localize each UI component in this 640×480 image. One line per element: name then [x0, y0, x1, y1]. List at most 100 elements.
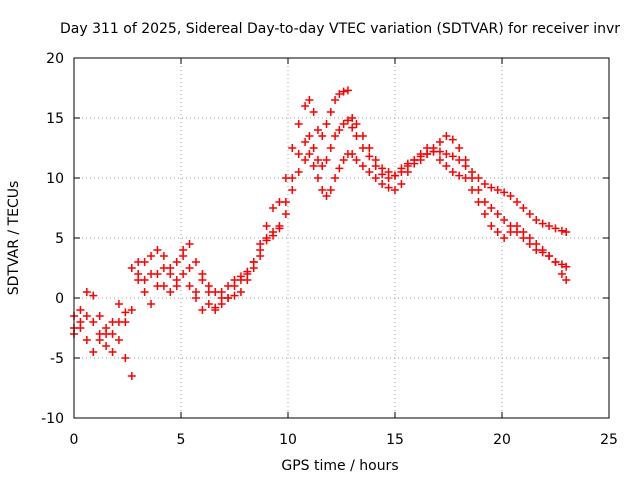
- data-point: [318, 186, 327, 194]
- data-point: [313, 174, 322, 182]
- data-point: [487, 183, 496, 192]
- data-point: [159, 252, 168, 260]
- data-point: [108, 330, 117, 338]
- data-point: [147, 300, 156, 308]
- data-point: [313, 126, 322, 134]
- data-point: [309, 144, 318, 152]
- data-markers: [70, 86, 571, 380]
- data-point: [185, 282, 194, 290]
- data-point: [211, 288, 220, 296]
- data-point: [397, 164, 406, 173]
- data-point: [493, 228, 502, 236]
- data-point: [301, 138, 310, 146]
- data-point: [224, 282, 233, 290]
- x-tick-labels: 0 5 10 15 20 25: [70, 432, 618, 448]
- data-point: [313, 156, 322, 164]
- data-point: [211, 303, 220, 312]
- data-point: [230, 276, 239, 284]
- data-point: [301, 102, 310, 110]
- data-point: [305, 150, 314, 158]
- data-point: [371, 162, 380, 170]
- y-tick-label: -5: [50, 351, 64, 367]
- data-point: [262, 222, 271, 230]
- x-tick-label: 5: [177, 432, 186, 448]
- y-tick-label: 20: [46, 51, 64, 67]
- data-point: [82, 312, 91, 320]
- data-point: [288, 186, 297, 194]
- data-point: [147, 270, 156, 278]
- data-point: [236, 288, 245, 296]
- data-point: [519, 204, 528, 212]
- data-point: [309, 162, 318, 170]
- data-point: [236, 272, 245, 281]
- data-point: [172, 258, 181, 266]
- data-point: [557, 260, 566, 269]
- data-point: [82, 288, 91, 296]
- data-point: [348, 114, 357, 122]
- data-point: [198, 270, 207, 278]
- data-point: [391, 186, 399, 194]
- data-point: [416, 150, 425, 158]
- data-point: [525, 210, 534, 218]
- y-tick-label: 15: [46, 111, 64, 127]
- data-point: [331, 174, 340, 182]
- data-point: [256, 246, 265, 254]
- data-point: [127, 306, 136, 314]
- data-point: [275, 224, 284, 233]
- data-point: [519, 228, 528, 236]
- data-point: [185, 240, 194, 248]
- data-point: [339, 87, 348, 96]
- data-point: [326, 108, 335, 116]
- data-point: [318, 162, 327, 170]
- data-point: [281, 210, 290, 218]
- data-point: [288, 174, 297, 182]
- data-point: [435, 156, 444, 164]
- data-point: [305, 132, 314, 140]
- data-point: [204, 300, 213, 308]
- data-point: [89, 318, 98, 326]
- data-point: [343, 116, 352, 125]
- data-point: [348, 123, 357, 132]
- data-point: [294, 168, 303, 176]
- data-point: [448, 135, 457, 144]
- data-point: [243, 267, 252, 276]
- data-point: [461, 174, 470, 182]
- data-point: [365, 168, 374, 176]
- data-point: [512, 198, 521, 206]
- data-point: [335, 90, 344, 98]
- data-point: [358, 144, 367, 152]
- data-point: [403, 168, 412, 176]
- data-point: [384, 174, 393, 182]
- data-point: [76, 306, 85, 314]
- data-point: [474, 198, 483, 206]
- data-point: [480, 210, 489, 218]
- data-point: [348, 150, 357, 158]
- data-point: [365, 152, 374, 161]
- data-point: [538, 246, 547, 254]
- data-point: [102, 324, 111, 332]
- data-point: [318, 132, 327, 140]
- y-tick-label: 0: [55, 291, 64, 307]
- data-point: [140, 258, 149, 266]
- data-point: [480, 180, 489, 188]
- data-point: [217, 294, 226, 302]
- axis-ticks: [73, 57, 610, 419]
- data-point: [455, 171, 464, 180]
- data-point: [326, 186, 335, 194]
- data-point: [339, 120, 348, 128]
- data-point: [461, 162, 470, 170]
- data-point: [230, 291, 239, 300]
- data-point: [281, 198, 290, 206]
- data-point: [108, 348, 117, 356]
- data-point: [331, 96, 340, 104]
- data-point: [166, 288, 175, 296]
- data-point: [294, 120, 303, 128]
- data-point: [140, 288, 149, 296]
- data-point: [179, 270, 188, 278]
- data-point: [448, 168, 457, 176]
- data-point: [532, 240, 541, 248]
- data-point: [455, 144, 464, 152]
- data-point: [500, 188, 509, 197]
- data-point: [448, 152, 457, 161]
- data-point: [500, 216, 509, 224]
